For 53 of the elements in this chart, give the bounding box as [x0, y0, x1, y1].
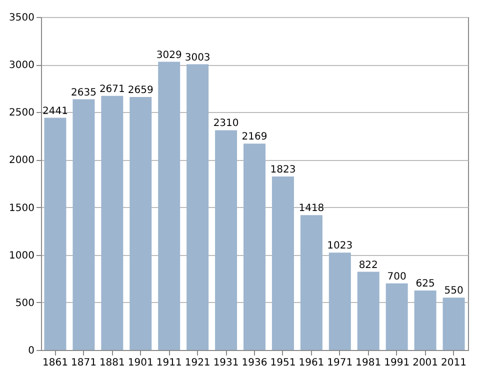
- bar: [72, 99, 95, 350]
- bar: [130, 97, 152, 350]
- y-tick-label: 3500: [9, 12, 34, 24]
- x-tick-label: 1991: [384, 358, 410, 368]
- x-tick-label: 1931: [213, 358, 239, 368]
- bar: [414, 290, 436, 350]
- bar: [101, 96, 124, 350]
- x-tick-label: 1871: [70, 358, 96, 368]
- bar: [244, 144, 266, 350]
- x-tick-label: 1881: [99, 358, 125, 368]
- x-tick-label: 2001: [412, 358, 438, 368]
- bar: [328, 252, 351, 350]
- x-tick-label: 1961: [298, 358, 324, 368]
- x-tick-label: 1911: [156, 358, 182, 368]
- data-label: 2310: [213, 118, 239, 130]
- y-tick-label: 1500: [9, 202, 34, 214]
- y-tick-label: 1000: [9, 250, 34, 262]
- bar: [215, 130, 238, 350]
- bar: [186, 64, 209, 350]
- data-label: 2635: [70, 87, 96, 98]
- data-label: 2671: [99, 84, 125, 95]
- x-tick-label: 1951: [270, 358, 296, 368]
- data-label: 822: [358, 260, 378, 271]
- data-label: 2441: [42, 106, 68, 117]
- x-tick-label: 1971: [327, 358, 353, 368]
- x-tick-label: 1981: [356, 358, 382, 368]
- x-tick-label: 1861: [42, 358, 68, 368]
- y-tick-label: 2500: [9, 108, 34, 119]
- bar: [386, 283, 408, 350]
- data-label: 3029: [156, 50, 182, 61]
- y-tick-label: 2000: [9, 155, 34, 166]
- y-tick-label: 0: [28, 346, 34, 356]
- data-label: 550: [444, 286, 464, 297]
- y-tick-label: 500: [15, 298, 34, 309]
- data-label: 700: [387, 271, 406, 282]
- data-label: 2659: [128, 85, 154, 96]
- x-tick-label: 1921: [184, 358, 210, 368]
- data-label: 1418: [298, 203, 324, 214]
- data-label: 2169: [242, 132, 268, 143]
- bar: [357, 272, 380, 350]
- bar: [442, 298, 465, 350]
- x-tick-label: 2011: [441, 358, 466, 368]
- data-label: 3003: [184, 52, 210, 64]
- y-tick-label: 3000: [9, 60, 34, 72]
- bar: [272, 176, 294, 350]
- x-tick-label: 1936: [242, 358, 268, 368]
- data-label: 625: [416, 278, 435, 290]
- data-label: 1823: [270, 164, 296, 176]
- bar: [44, 118, 66, 350]
- bar: [158, 62, 180, 350]
- bar: [300, 215, 322, 350]
- data-label: 1023: [327, 240, 353, 252]
- x-tick-label: 1901: [128, 358, 154, 368]
